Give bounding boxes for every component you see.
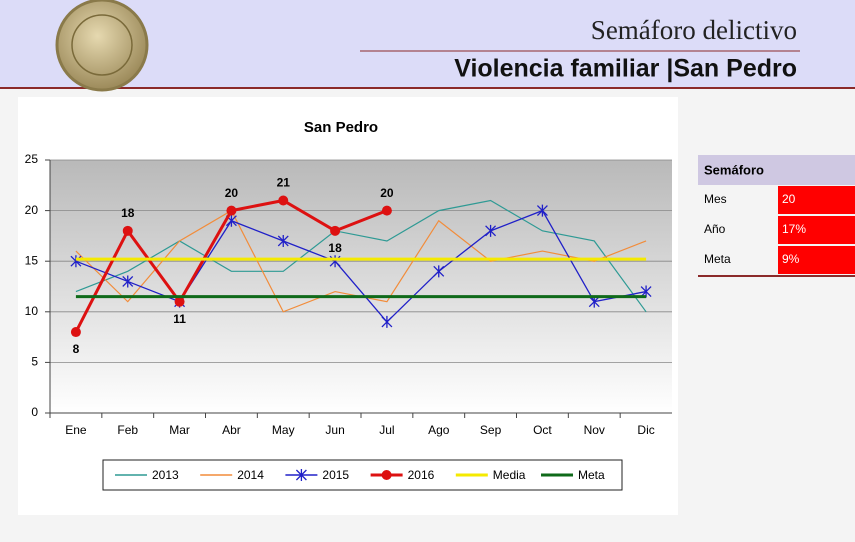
table-row-label: Año xyxy=(704,222,726,236)
series-line xyxy=(75,209,647,323)
data-label: 20 xyxy=(380,186,394,200)
point xyxy=(381,315,393,328)
point xyxy=(485,224,497,237)
x-tick-label: Abr xyxy=(222,423,241,437)
x-tick-label: Oct xyxy=(533,423,552,437)
logo xyxy=(55,0,149,92)
x-tick-label: May xyxy=(272,423,295,437)
point xyxy=(122,275,134,288)
table-value-bg xyxy=(778,246,855,274)
table-header-bg xyxy=(698,155,855,185)
data-label: 11 xyxy=(173,312,186,326)
legend-label: Media xyxy=(493,468,526,482)
table-value-bg xyxy=(778,186,855,214)
legend-label: Meta xyxy=(578,468,605,482)
y-tick-label: 25 xyxy=(25,152,39,166)
legend-label: 2015 xyxy=(322,468,349,482)
x-tick-label: Sep xyxy=(480,423,502,437)
data-label: 20 xyxy=(225,186,239,200)
table-row-value: 9% xyxy=(782,252,800,266)
point xyxy=(381,205,392,216)
x-tick-label: Ene xyxy=(65,423,87,437)
plot-area xyxy=(50,160,672,413)
data-label: 21 xyxy=(277,176,291,190)
x-tick-label: Mar xyxy=(169,423,190,437)
point xyxy=(330,225,341,236)
y-tick-label: 5 xyxy=(31,355,38,369)
point xyxy=(381,470,392,480)
logo-ring xyxy=(71,14,133,76)
data-label: 18 xyxy=(121,206,135,220)
legend-label: 2016 xyxy=(408,468,435,482)
chart-title: San Pedro xyxy=(304,119,378,136)
page-subtitle: Violencia familiar |San Pedro xyxy=(454,55,797,83)
table-value-bg xyxy=(778,216,855,244)
legend-label: 2013 xyxy=(152,468,179,482)
point xyxy=(226,205,237,216)
point xyxy=(277,234,289,247)
y-tick-label: 0 xyxy=(31,405,38,419)
point xyxy=(433,265,445,278)
series-line xyxy=(75,199,647,313)
legend-label: 2014 xyxy=(237,468,264,482)
point xyxy=(174,296,185,307)
point xyxy=(70,327,81,338)
point xyxy=(278,195,289,206)
data-label: 8 xyxy=(73,342,80,356)
x-tick-label: Feb xyxy=(117,423,138,437)
semaforo-table: Semáforo Mes 20 Año 17% Meta 9% xyxy=(698,155,855,277)
data-label: 18 xyxy=(328,241,342,255)
x-tick-label: Nov xyxy=(584,423,605,437)
table-row-label: Meta xyxy=(704,252,731,266)
table-header: Semáforo xyxy=(704,162,764,177)
point xyxy=(536,204,548,217)
page-title: Semáforo delictivo xyxy=(591,15,797,45)
x-tick-label: Ago xyxy=(428,423,450,437)
x-tick-label: Dic xyxy=(637,423,654,437)
table-row-value: 20 xyxy=(782,192,796,206)
table-row-value: 17% xyxy=(782,222,806,236)
y-tick-label: 20 xyxy=(25,203,39,217)
y-tick-label: 10 xyxy=(25,304,39,318)
x-tick-label: Jul xyxy=(379,423,394,437)
point xyxy=(122,225,133,236)
y-tick-label: 15 xyxy=(25,253,39,267)
legend-box xyxy=(102,459,623,491)
x-tick-label: Jun xyxy=(325,423,344,437)
point xyxy=(295,469,307,481)
table-row-label: Mes xyxy=(704,192,727,206)
